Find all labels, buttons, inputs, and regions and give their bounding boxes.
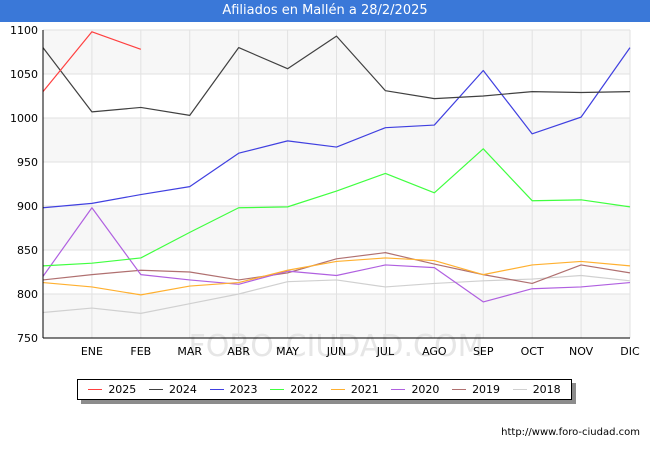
x-tick-label: JUN (326, 345, 347, 358)
legend-swatch (512, 389, 527, 390)
x-tick-label: DIC (620, 345, 640, 358)
series-line-2023 (42, 47, 631, 209)
x-axis-ticks: ENE FEB MAR ABR MAY JUN JUL AGO SEP OCT NOV DIC (81, 345, 640, 358)
legend-swatch (270, 389, 285, 390)
series-line-2021 (42, 257, 631, 296)
x-tick-label: SEP (473, 345, 494, 358)
y-tick-label: 1000 (10, 112, 38, 125)
source-url[interactable]: http://www.foro-ciudad.com (501, 427, 640, 438)
x-tick-label: ABR (227, 345, 250, 358)
legend-item-2018: 2018 (512, 383, 561, 396)
series-line-2018 (42, 274, 631, 314)
y-tick-label: 750 (17, 332, 38, 345)
legend-label: 2025 (108, 383, 137, 396)
series-line-2025 (42, 31, 142, 92)
legend-item-2021: 2021 (330, 383, 379, 396)
y-tick-label: 800 (17, 288, 38, 301)
x-tick-label: NOV (569, 345, 594, 358)
y-tick-label: 850 (17, 244, 38, 257)
chart-title: Afiliados en Mallén a 28/2/2025 (0, 0, 650, 22)
y-tick-label: 900 (17, 200, 38, 213)
x-tick-label: JUL (376, 345, 395, 358)
series-lines (42, 31, 631, 314)
legend-item-2022: 2022 (270, 383, 318, 396)
legend-item-2024: 2024 (148, 383, 197, 396)
legend-label: 2022 (290, 383, 319, 396)
x-tick-label: MAY (276, 345, 299, 358)
legend-label: 2024 (168, 383, 197, 396)
legend-label: 2021 (350, 383, 379, 396)
legend-item-2023: 2023 (209, 383, 258, 396)
series-line-2024 (42, 35, 631, 116)
y-tick-label: 950 (17, 156, 38, 169)
legend-label: 2018 (532, 383, 561, 396)
series-line-2020 (42, 207, 631, 303)
x-tick-label: OCT (521, 345, 544, 358)
x-tick-label: ENE (81, 345, 103, 358)
legend-swatch (209, 389, 224, 390)
series-line-2022 (42, 148, 631, 267)
y-tick-label: 1100 (10, 24, 38, 37)
legend-label: 2023 (229, 383, 258, 396)
legend-swatch (148, 389, 163, 390)
legend-label: 2019 (472, 383, 501, 396)
legend-swatch (391, 389, 406, 390)
legend-label: 2020 (411, 383, 440, 396)
legend-item-2025: 2025 (88, 383, 136, 396)
y-tick-label: 1050 (10, 68, 38, 81)
legend-item-2020: 2020 (391, 383, 439, 396)
x-tick-label: MAR (177, 345, 202, 358)
legend: 2025 2024 2023 2022 2021 2020 2019 2018 (77, 379, 572, 400)
series-line-2019 (42, 252, 631, 285)
legend-swatch (452, 389, 467, 390)
legend-item-2019: 2019 (452, 383, 500, 396)
x-tick-label: FEB (130, 345, 151, 358)
watermark-text: FORO-CIUDAD.COM (189, 329, 484, 364)
legend-swatch (330, 389, 345, 390)
legend-swatch (88, 389, 103, 390)
y-axis-ticks: 750 800 850 900 950 1000 1050 1100 (10, 24, 38, 345)
x-tick-label: AGO (422, 345, 447, 358)
